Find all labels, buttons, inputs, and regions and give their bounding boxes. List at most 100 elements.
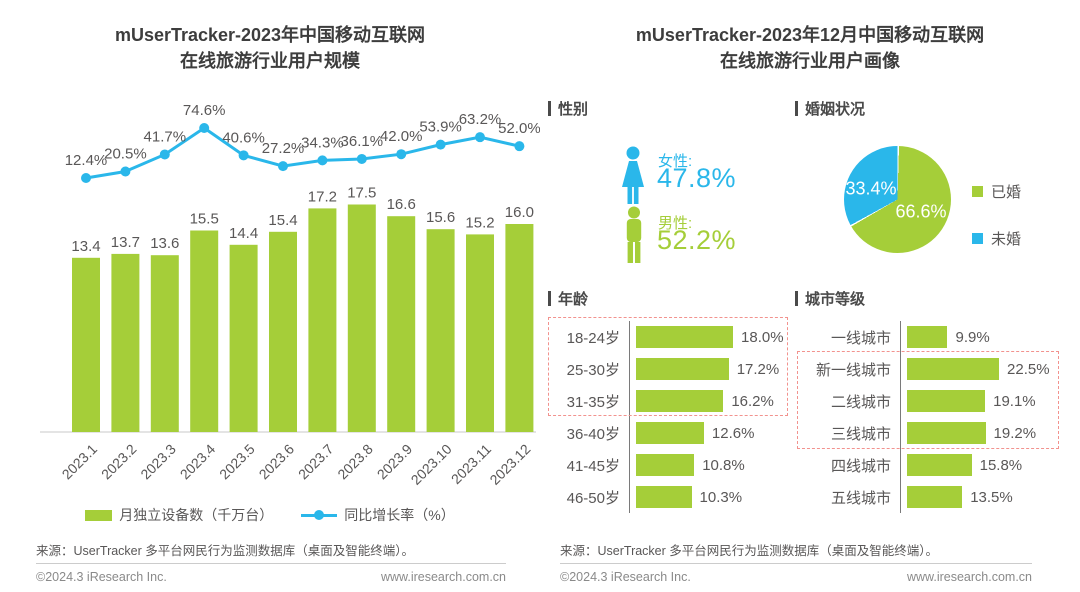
section-header-marital-label: 婚姻状况 xyxy=(805,101,866,118)
female-value: 47.8% xyxy=(657,163,737,193)
value-label: 10.8% xyxy=(702,456,745,474)
growth-point xyxy=(120,166,131,177)
bar-track: 9.9% xyxy=(900,321,990,353)
hbar xyxy=(636,486,692,508)
value-label: 10.3% xyxy=(699,488,743,506)
x-axis-label: 2023.11 xyxy=(448,441,495,488)
value-label: 16.2% xyxy=(731,392,774,410)
bar-value-label: 14.4 xyxy=(229,225,258,242)
left-chart-title: mUserTracker-2023年中国移动互联网 在线旅游行业用户规模 xyxy=(0,22,540,74)
section-header-gender: 性别 xyxy=(548,98,588,119)
section-header-gender-label: 性别 xyxy=(558,101,589,118)
bar-row: 46-50岁 10.3% xyxy=(545,481,784,513)
section-header-age: 年龄 xyxy=(548,288,588,309)
user-profile-panel: mUserTracker-2023年12月中国移动互联网 在线旅游行业用户画像 … xyxy=(540,0,1080,592)
growth-point xyxy=(81,173,91,183)
left-chart-title-line2: 在线旅游行业用户规模 xyxy=(180,51,360,71)
right-chart-title-line1: mUserTracker-2023年12月中国移动互联网 xyxy=(635,25,985,45)
category-label: 二线城市 xyxy=(830,393,891,411)
device-bar xyxy=(111,253,140,432)
bar-track: 10.3% xyxy=(629,481,742,513)
user-scale-panel: mUserTracker-2023年中国移动互联网 在线旅游行业用户规模 13.… xyxy=(0,22,540,584)
value-label: 12.6% xyxy=(711,424,755,442)
bar-row: 36-40岁 12.6% xyxy=(545,417,784,449)
growth-value-label: 27.2% xyxy=(262,140,305,157)
bar-row: 四线城市 15.8% xyxy=(795,449,1050,481)
pie-legend-item: 已婚 xyxy=(972,181,1021,202)
growth-point xyxy=(475,132,485,143)
legend-bar-label: 月独立设备数（千万台） xyxy=(119,507,274,523)
bar-track: 15.8% xyxy=(900,449,1022,481)
bar-track: 13.5% xyxy=(900,481,1013,513)
male-label: 男性: xyxy=(658,215,693,232)
bar-track: 18.0% xyxy=(629,321,784,353)
legend-square-icon xyxy=(972,233,983,244)
hbar xyxy=(636,358,729,380)
female-label: 女性: xyxy=(658,153,693,170)
growth-value-label: 34.3% xyxy=(301,134,344,151)
section-header-age-label: 年龄 xyxy=(558,291,589,308)
bar-track: 22.5% xyxy=(900,353,1050,385)
bar-swatch-icon xyxy=(85,509,113,521)
device-bar xyxy=(269,231,297,432)
bar-value-label: 15.2 xyxy=(465,214,494,231)
value-label: 22.5% xyxy=(1007,360,1050,378)
hbar xyxy=(907,454,972,476)
device-bar xyxy=(387,216,416,432)
category-label: 25-30岁 xyxy=(566,361,620,379)
bar-track: 10.8% xyxy=(629,449,745,481)
x-axis-label: 2023.7 xyxy=(295,441,337,483)
pie-legend-item: 未婚 xyxy=(972,228,1021,249)
footer-divider xyxy=(560,563,1032,564)
section-bar-icon xyxy=(548,291,551,306)
bar-row: 18-24岁 18.0% xyxy=(545,321,784,353)
bar-value-label: 15.5 xyxy=(190,211,219,228)
x-axis-label: 2023.1 xyxy=(59,441,101,483)
footer-divider xyxy=(36,563,506,564)
device-bar xyxy=(347,204,376,432)
device-bar xyxy=(229,244,258,432)
x-axis-label: 2023.2 xyxy=(98,441,140,483)
x-axis-label: 2023.3 xyxy=(137,441,179,483)
hbar xyxy=(907,422,986,444)
category-label: 四线城市 xyxy=(830,457,891,475)
right-chart-title: mUserTracker-2023年12月中国移动互联网 在线旅游行业用户画像 xyxy=(540,22,1080,74)
source-note: 来源：UserTracker 多平台网民行为监测数据库（桌面及智能终端）。 xyxy=(560,544,939,558)
bar-value-label: 17.5 xyxy=(347,185,376,202)
growth-value-label: 52.0% xyxy=(498,120,540,137)
section-header-city-label: 城市等级 xyxy=(805,291,866,308)
bar-row: 41-45岁 10.8% xyxy=(545,449,784,481)
website: www.iresearch.com.cn xyxy=(906,570,1032,584)
age-highlight-box xyxy=(548,317,788,416)
bar-value-label: 13.6 xyxy=(150,235,179,252)
growth-point xyxy=(356,153,367,164)
hbar xyxy=(636,454,695,476)
growth-line xyxy=(85,126,520,180)
footer-row: ©2024.3 iResearch Inc. www.iresearch.com… xyxy=(560,570,1032,584)
hbar xyxy=(907,326,948,348)
copyright: ©2024.3 iResearch Inc. xyxy=(36,570,167,584)
bar-track: 16.2% xyxy=(629,385,774,417)
device-bar xyxy=(466,234,494,432)
pie-legend-label: 已婚 xyxy=(991,184,1022,201)
copyright: ©2024.3 iResearch Inc. xyxy=(560,570,691,584)
device-bar xyxy=(426,229,455,432)
legend-line-label: 同比增长率（%） xyxy=(344,507,455,523)
hbar xyxy=(636,422,704,444)
section-header-marital: 婚姻状况 xyxy=(795,98,865,119)
value-label: 13.5% xyxy=(970,488,1013,506)
bar-value-label: 15.6 xyxy=(426,209,455,226)
growth-value-label: 36.1% xyxy=(341,133,384,150)
category-label: 41-45岁 xyxy=(566,457,620,475)
combo-chart: 13.4 2023.1 13.7 2023.2 13.6 2023.3 15.5 2023.4… xyxy=(40,102,540,488)
value-label: 18.0% xyxy=(741,328,784,346)
legend-item-line: 同比增长率（%） xyxy=(301,505,455,525)
bar-value-label: 16.0 xyxy=(505,204,534,221)
bar-row: 五线城市 13.5% xyxy=(795,481,1050,513)
hbar xyxy=(636,390,724,412)
growth-point xyxy=(396,149,407,160)
footer-row: ©2024.3 iResearch Inc. www.iresearch.com… xyxy=(36,570,506,584)
x-axis-label: 2023.4 xyxy=(177,441,219,483)
growth-value-label: 41.7% xyxy=(144,128,187,145)
hbar xyxy=(907,358,1000,380)
